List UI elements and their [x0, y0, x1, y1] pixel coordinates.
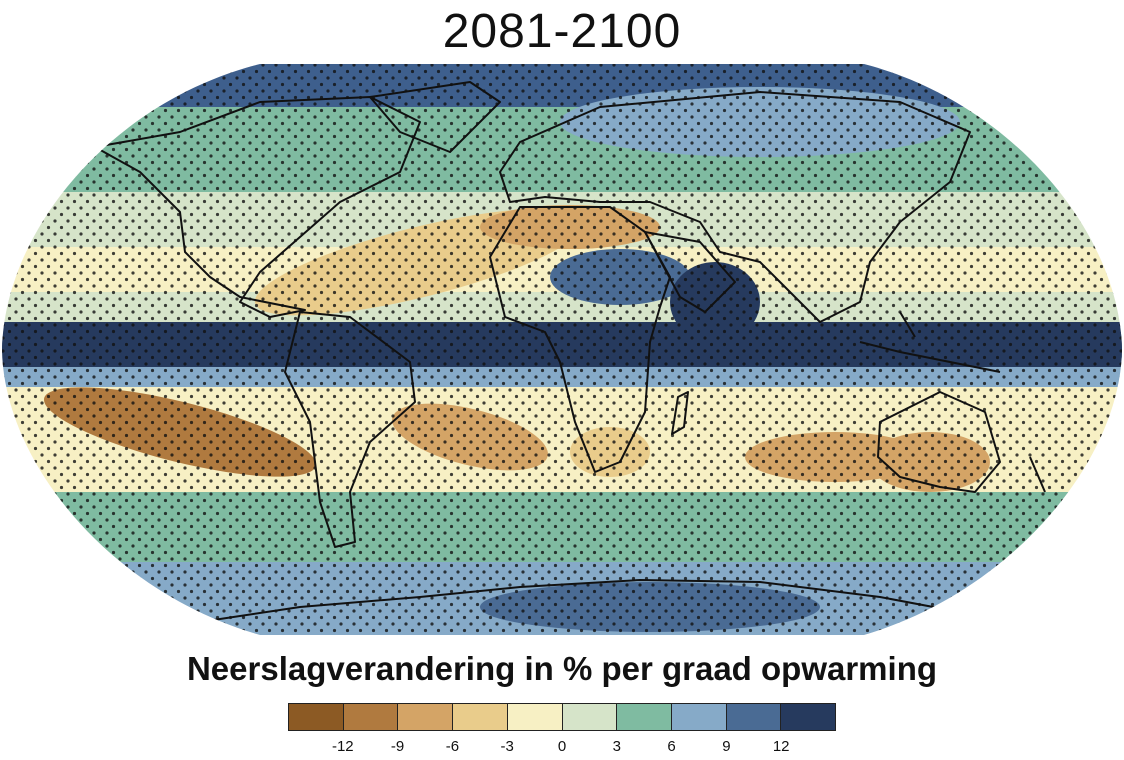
colorbar-swatch [507, 704, 563, 730]
colorbar-ticks: -12 -9 -6 -3 0 3 6 9 12 [288, 738, 836, 758]
colorbar-swatch [562, 704, 618, 730]
colorbar-tick-label: -12 [331, 738, 354, 755]
precipitation-change-map [2, 64, 1122, 635]
colorbar-swatch [343, 704, 399, 730]
map-title: 2081-2100 [442, 5, 682, 58]
legend-title: Neerslagverandering in % per graad opwar… [186, 650, 938, 687]
colorbar-swatch [398, 704, 454, 730]
colorbar-tick-label: 3 [612, 738, 621, 755]
stippling-overlay [2, 64, 1122, 635]
colorbar-tick-label: 6 [667, 738, 676, 755]
colorbar-swatch [726, 704, 782, 730]
colorbar-tick-label: 0 [557, 738, 567, 755]
colorbar-swatch [781, 704, 836, 730]
colorbar-tick-label: 12 [772, 738, 790, 755]
colorbar-tick-label: 9 [722, 738, 731, 755]
colorbar [288, 703, 836, 731]
colorbar-tick-label: -6 [445, 738, 460, 755]
colorbar-swatch [289, 704, 344, 730]
colorbar-swatch [453, 704, 508, 730]
colorbar-tick-label: -9 [390, 738, 405, 755]
colorbar-swatch [671, 704, 727, 730]
colorbar-swatch [617, 704, 672, 730]
world-map [0, 62, 1124, 637]
colorbar-tick-label: -3 [500, 738, 514, 755]
